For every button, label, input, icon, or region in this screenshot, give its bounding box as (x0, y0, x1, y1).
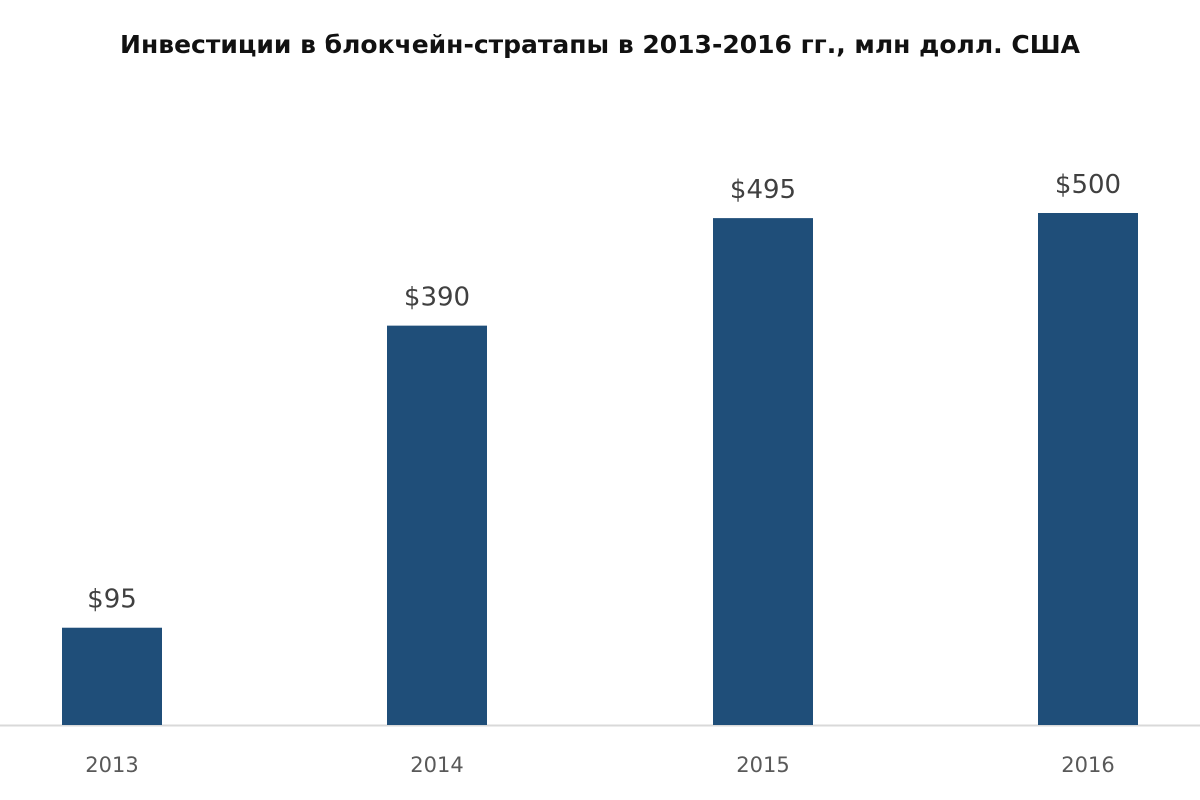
data-label-2016: $500 (1055, 170, 1121, 200)
x-tick-label-2014: 2014 (410, 753, 463, 777)
bar-2016 (1038, 213, 1138, 725)
data-label-2014: $390 (404, 283, 470, 313)
chart-title: Инвестиции в блокчейн-стратапы в 2013-20… (120, 30, 1080, 59)
x-tick-label-2016: 2016 (1061, 753, 1114, 777)
data-label-2015: $495 (730, 175, 796, 205)
bar-2013 (62, 627, 162, 725)
bar-2014 (387, 325, 487, 725)
x-tick-label-2013: 2013 (85, 753, 138, 777)
x-tick-label-2015: 2015 (736, 753, 789, 777)
bar-2015 (713, 218, 813, 725)
data-label-2013: $95 (87, 585, 137, 615)
